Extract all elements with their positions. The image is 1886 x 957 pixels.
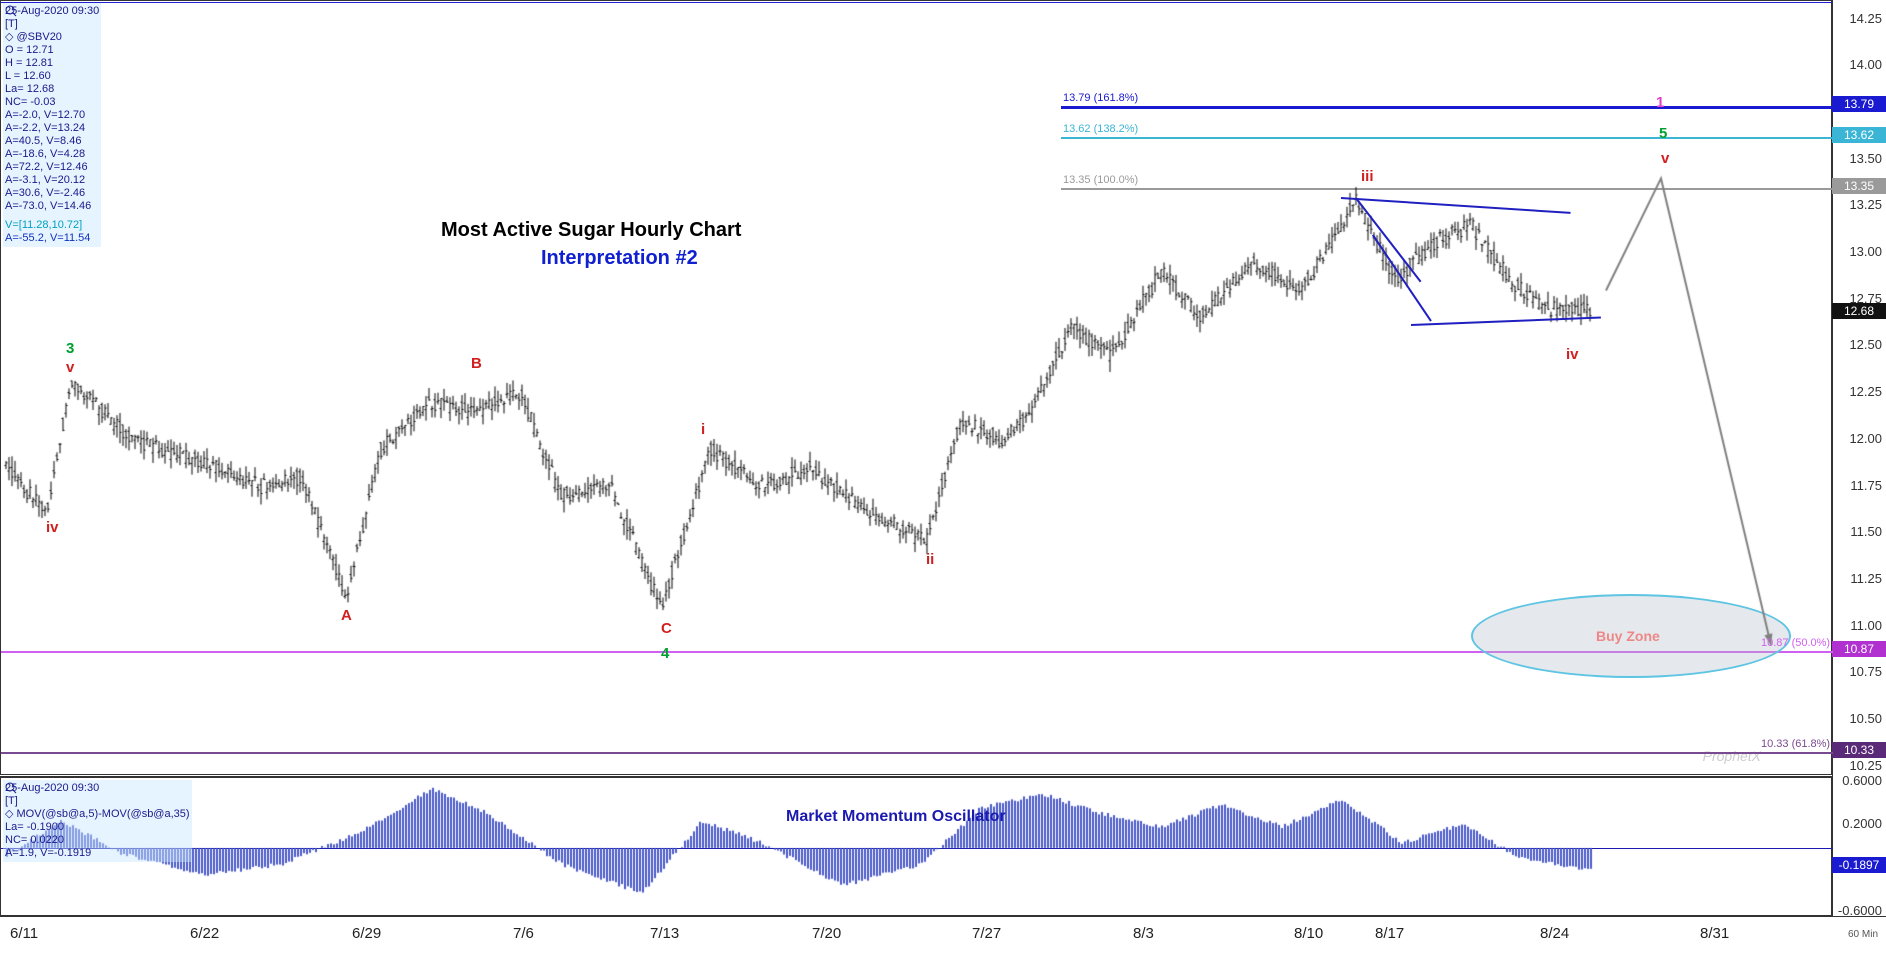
symbol-label: @SBV20 <box>17 31 62 43</box>
chart-title-line2: Interpretation #2 <box>541 247 698 270</box>
wave-label: iv <box>1566 346 1579 363</box>
timestamp-label: 25-Aug-2020 09:30 <box>5 5 99 17</box>
y-price-marker: 13.35 <box>1832 178 1886 194</box>
osc-info-line: La= -0.1900 <box>5 821 190 834</box>
x-tick: 8/10 <box>1294 925 1323 942</box>
x-tick: 6/22 <box>190 925 219 942</box>
fib-label-text: 10.33 (61.8%) <box>1761 738 1830 750</box>
y-axis-oscillator: -0.60000.20000.6000-0.1897 <box>1832 776 1886 916</box>
wave-label: iii <box>1361 168 1374 185</box>
oscillator-title: Market Momentum Oscillator <box>786 808 1006 826</box>
y-tick: 13.50 <box>1849 151 1882 166</box>
y-tick: 14.00 <box>1849 57 1882 72</box>
osc-info-line: [T] <box>5 795 190 808</box>
osc-y-tick: 0.6000 <box>1842 773 1882 788</box>
buy-zone-label: Buy Zone <box>1596 628 1660 644</box>
a-line: A=72.2, V=12.46 <box>5 161 99 174</box>
v-line: V=[11.28,10.72] <box>5 219 99 232</box>
zoom-icon <box>5 782 17 794</box>
y-tick: 13.00 <box>1849 244 1882 259</box>
osc-info-line: ◇ MOV(@sb@a,5)-MOV(@sb@a,35) <box>5 808 190 821</box>
y-tick: 10.50 <box>1849 711 1882 726</box>
a-line: A=40.5, V=8.46 <box>5 135 99 148</box>
y-price-marker: 13.62 <box>1832 127 1886 143</box>
y-tick: 10.25 <box>1849 758 1882 773</box>
a-last: A=-55.2, V=11.54 <box>5 232 99 245</box>
y-price-marker: 10.33 <box>1832 742 1886 758</box>
y-price-marker: 10.87 <box>1832 641 1886 657</box>
osc-y-marker: -0.1897 <box>1832 857 1886 873</box>
x-tick: 6/29 <box>352 925 381 942</box>
y-tick: 14.25 <box>1849 11 1882 26</box>
y-tick: 11.25 <box>1850 571 1882 586</box>
fib-label-text: 10.87 (50.0%) <box>1761 637 1830 649</box>
y-tick: 11.00 <box>1850 618 1882 633</box>
x-tick: 8/3 <box>1133 925 1154 942</box>
wave-label: ii <box>926 551 934 568</box>
timeframe-label: 60 Min <box>1848 929 1878 940</box>
ohlc-o: O = 12.71 <box>5 44 99 57</box>
y-price-marker: 13.79 <box>1832 96 1886 112</box>
y-tick: 11.50 <box>1850 524 1882 539</box>
y-tick: 12.25 <box>1849 384 1882 399</box>
t-indicator: [T] <box>5 18 99 31</box>
a-line: A=-2.2, V=13.24 <box>5 122 99 135</box>
x-tick: 8/31 <box>1700 925 1729 942</box>
ohlc-nc: NC= -0.03 <box>5 96 99 109</box>
wave-label: C <box>661 620 672 637</box>
x-tick: 7/27 <box>972 925 1001 942</box>
fib-label-text: 13.35 (100.0%) <box>1063 174 1138 186</box>
a-line: A=-18.6, V=4.28 <box>5 148 99 161</box>
osc-info-line: A=1.9, V=-0.1919 <box>5 847 190 860</box>
wave-label: 4 <box>661 645 669 662</box>
y-tick: 11.75 <box>1850 478 1882 493</box>
oscillator-info-box: 25-Aug-2020 09:30 [T]◇ MOV(@sb@a,5)-MOV(… <box>3 780 192 862</box>
fib-label-text: 13.62 (138.2%) <box>1063 123 1138 135</box>
osc-info-line: NC= 0.0220 <box>5 834 190 847</box>
main-price-chart[interactable]: 25-Aug-2020 09:30 [T] ◇ @SBV20 O = 12.71… <box>0 0 1832 775</box>
oscillator-canvas <box>1 778 1833 918</box>
x-axis: 60 Min 6/11 6/22 6/29 7/6 7/13 7/20 7/27 8/3 8/1… <box>0 916 1886 957</box>
wave-label: B <box>471 355 482 372</box>
a-line: A=-3.1, V=20.12 <box>5 174 99 187</box>
x-tick: 6/11 <box>10 925 38 942</box>
ohlc-l: L = 12.60 <box>5 70 99 83</box>
osc-timestamp-label: 25-Aug-2020 09:30 <box>5 782 99 794</box>
wave-label: i <box>701 421 705 438</box>
timestamp-row: 25-Aug-2020 09:30 <box>5 5 99 18</box>
x-tick: 7/20 <box>812 925 841 942</box>
fib-label-text: 13.79 (161.8%) <box>1063 92 1138 104</box>
osc-timestamp-row: 25-Aug-2020 09:30 <box>5 782 190 795</box>
chart-title-line1: Most Active Sugar Hourly Chart <box>441 219 741 242</box>
osc-y-tick: 0.2000 <box>1842 816 1882 831</box>
oscillator-panel[interactable]: Market Momentum Oscillator 25-Aug-2020 0… <box>0 776 1832 916</box>
x-tick: 8/17 <box>1375 925 1404 942</box>
y-tick: 13.25 <box>1849 197 1882 212</box>
wave-label: iv <box>46 519 59 536</box>
wave-label: A <box>341 607 352 624</box>
wave-label: 1 <box>1656 94 1664 111</box>
ohlc-h: H = 12.81 <box>5 57 99 70</box>
wave-label: v <box>1661 150 1669 167</box>
wave-label: 3 <box>66 340 74 357</box>
zoom-icon <box>5 5 17 17</box>
wave-label: v <box>66 359 74 376</box>
wave-label: 5 <box>1659 125 1667 142</box>
y-tick: 12.50 <box>1849 337 1882 352</box>
y-axis-main: 10.25 10.50 10.75 11.00 11.25 11.50 11.75 12.00… <box>1832 0 1886 776</box>
x-tick: 7/13 <box>650 925 679 942</box>
y-tick: 10.75 <box>1849 664 1882 679</box>
y-price-marker: 12.68 <box>1832 303 1886 319</box>
ohlc-la: La= 12.68 <box>5 83 99 96</box>
x-tick: 7/6 <box>513 925 534 942</box>
chart-info-box: 25-Aug-2020 09:30 [T] ◇ @SBV20 O = 12.71… <box>3 3 101 247</box>
symbol-row: ◇ @SBV20 <box>5 31 99 44</box>
a-line: A=-2.0, V=12.70 <box>5 109 99 122</box>
a-line: A=30.6, V=-2.46 <box>5 187 99 200</box>
x-tick: 8/24 <box>1540 925 1569 942</box>
y-tick: 12.00 <box>1849 431 1882 446</box>
a-line: A=-73.0, V=14.46 <box>5 200 99 213</box>
